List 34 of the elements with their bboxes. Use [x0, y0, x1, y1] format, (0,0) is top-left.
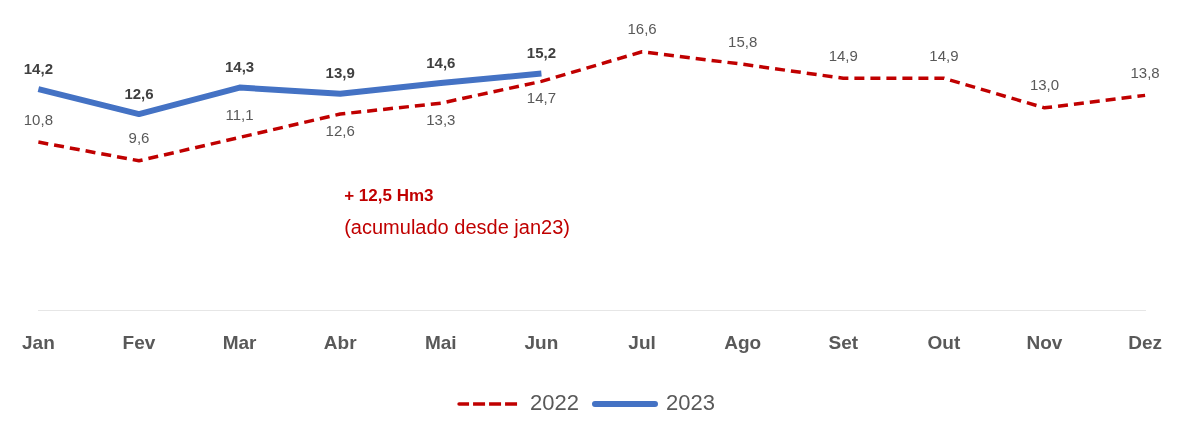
text: (acumulado desde jan23) — [344, 215, 570, 238]
legend-label: 2023 — [666, 390, 715, 416]
text: + 12,5 Hm3 — [344, 185, 434, 205]
x-tick-label: Dez — [1128, 331, 1162, 353]
x-tick-label: Jul — [628, 331, 656, 353]
data-label: 12,6 — [325, 121, 355, 139]
x-tick-label: Set — [828, 331, 859, 353]
x-tick-label: Mar — [222, 331, 258, 353]
x-tick-label: Mai — [424, 331, 457, 353]
data-label: 14,3 — [224, 58, 255, 76]
data-label: 16,6 — [627, 20, 657, 38]
data-label: 14,7 — [526, 89, 557, 107]
x-tick-label: Fev — [122, 331, 156, 353]
data-label: 14,2 — [23, 59, 53, 77]
data-label: 13,8 — [1130, 64, 1160, 82]
data-label: 14,9 — [828, 46, 858, 64]
data-label: 11,1 — [225, 106, 254, 124]
data-label: 13,9 — [325, 64, 355, 82]
data-label: 13,3 — [426, 110, 456, 128]
x-tick-label: Out — [927, 331, 961, 353]
data-label: 14,9 — [929, 46, 959, 64]
x-tick-label: Abr — [323, 331, 358, 353]
data-label: 14,6 — [426, 53, 456, 71]
x-tick-label: Jan — [21, 331, 55, 353]
x-tick-label: Ago — [724, 331, 762, 353]
data-label: 15,8 — [728, 32, 758, 50]
data-label: 10,8 — [23, 110, 53, 128]
legend-label: 2022 — [530, 390, 580, 416]
data-label: 15,2 — [526, 44, 557, 62]
data-label: 13,0 — [1029, 76, 1060, 94]
x-tick-label: Jun — [524, 331, 559, 353]
data-label: 9,6 — [128, 129, 150, 147]
x-tick-label: Nov — [1026, 331, 1063, 353]
data-label: 12,6 — [124, 84, 154, 102]
